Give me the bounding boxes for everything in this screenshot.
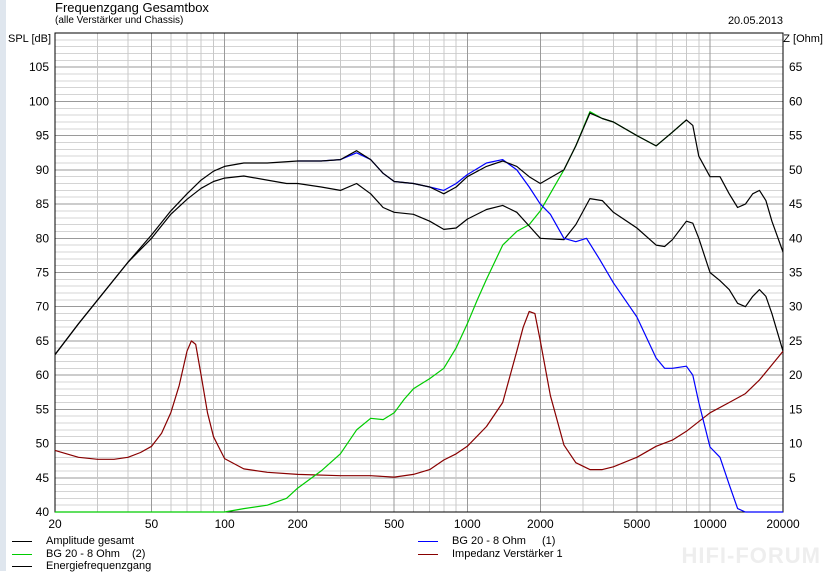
legend-swatch <box>12 554 32 555</box>
legend-label: Amplitude gesamt <box>46 535 135 547</box>
x-tick-label: 5000 <box>624 517 651 531</box>
x-tick-label: 2000 <box>527 517 554 531</box>
y2-tick-label: 25 <box>789 334 803 348</box>
y2-tick-label: 30 <box>789 300 803 314</box>
y2-tick-label: 60 <box>789 94 803 108</box>
x-tick-label: 50 <box>145 517 159 531</box>
chart-date: 20.05.2013 <box>727 15 783 27</box>
y-axis-label-right: Z [Ohm] <box>783 33 823 45</box>
legend-item-bg20-2: BG 20 - 8 Ohm (2) <box>12 548 162 561</box>
y-tick-label: 55 <box>36 402 50 416</box>
chart-title: Frequenzgang Gesamtbox <box>55 0 209 15</box>
legend-number: (2) <box>132 548 146 560</box>
watermark: HIFI-FORUM <box>681 543 821 568</box>
y2-tick-label: 35 <box>789 266 803 280</box>
x-tick-label: 10000 <box>693 517 727 531</box>
plot-frame <box>54 32 784 513</box>
series-impedanz <box>54 310 784 478</box>
x-tick-label: 20 <box>48 517 62 531</box>
legend-label: BG 20 - 8 Ohm <box>452 535 526 547</box>
chart-subtitle: (alle Verstärker und Chassis) <box>55 15 184 26</box>
y2-tick-label: 65 <box>789 60 803 74</box>
legend-swatch <box>418 554 438 555</box>
legend-label: BG 20 - 8 Ohm <box>46 548 120 560</box>
y-tick-label: 95 <box>36 129 50 143</box>
y-tick-label: 45 <box>36 471 50 485</box>
y2-tick-label: 45 <box>789 197 803 211</box>
legend-number: (1) <box>542 535 556 547</box>
y-tick-label: 90 <box>36 163 50 177</box>
y2-tick-label: 20 <box>789 368 803 382</box>
y2-tick-label: 5 <box>789 471 796 485</box>
legend-swatch <box>12 566 32 567</box>
x-tick-label: 20000 <box>766 517 800 531</box>
y-tick-label: 80 <box>36 231 50 245</box>
legend-label: Impedanz Verstärker 1 <box>452 548 563 560</box>
x-tick-label: 100 <box>215 517 235 531</box>
y-tick-label: 75 <box>36 266 50 280</box>
y-tick-label: 70 <box>36 300 50 314</box>
x-tick-label: 1000 <box>454 517 481 531</box>
y2-tick-label: 55 <box>789 129 803 143</box>
y2-tick-label: 40 <box>789 231 803 245</box>
y-tick-label: 105 <box>29 60 49 74</box>
legend-label: Energiefrequenzgang <box>46 560 152 572</box>
y-tick-label: 65 <box>36 334 50 348</box>
y-tick-label: 100 <box>29 94 49 108</box>
y-tick-label: 85 <box>36 197 50 211</box>
y-axis-label-left: SPL [dB] <box>8 33 52 45</box>
series-amplitude-gesamt <box>54 112 784 355</box>
y-tick-label: 40 <box>36 505 50 519</box>
x-tick-label: 500 <box>384 517 404 531</box>
legend-swatch <box>418 541 438 542</box>
y-tick-label: 60 <box>36 368 50 382</box>
y2-tick-label: 15 <box>789 402 803 416</box>
y-tick-label: 50 <box>36 437 50 451</box>
legend-item-bg20-1: BG 20 - 8 Ohm (1) <box>418 535 568 548</box>
y2-tick-label: 10 <box>789 437 803 451</box>
x-tick-label: 200 <box>288 517 308 531</box>
window-edge <box>0 0 6 571</box>
legend-swatch <box>12 541 32 542</box>
y2-tick-label: 50 <box>789 163 803 177</box>
series-energiefrequenzgang <box>54 175 784 355</box>
